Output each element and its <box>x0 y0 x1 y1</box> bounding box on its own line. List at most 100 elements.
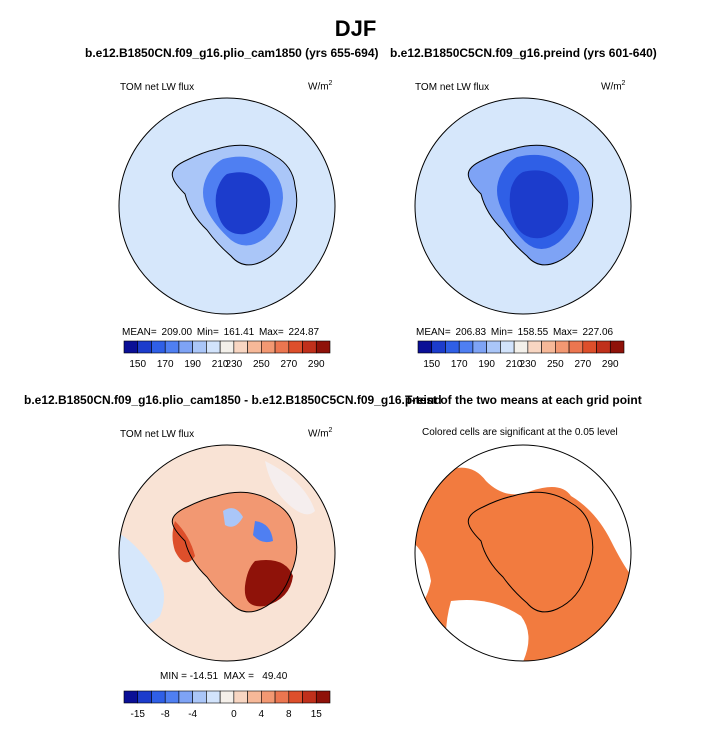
colorbar-tick-label: 270 <box>574 359 591 370</box>
map-boundary <box>414 97 632 315</box>
coastline <box>467 491 594 613</box>
coastline <box>171 491 298 613</box>
colorbar-tick-label: 290 <box>308 359 325 370</box>
colorbar-box <box>302 690 317 704</box>
colorbar-box <box>582 340 597 354</box>
colorbar-box <box>233 340 248 354</box>
plateau-min-flux <box>509 170 569 239</box>
warm-rim <box>119 98 135 104</box>
map-boundary <box>118 444 336 662</box>
colorbar-box <box>151 690 166 704</box>
panel-4-title: T-test of the two means at each grid poi… <box>405 393 642 407</box>
colorbar-box <box>206 340 221 354</box>
map-boundary <box>414 444 632 662</box>
coastline <box>171 144 298 266</box>
colorbar-tick-label: 150 <box>129 359 146 370</box>
panel-2-stats: MEAN= 206.83 Min= 158.55 Max= 227.06 <box>416 327 614 338</box>
colorbar-tick-label: 210 <box>506 359 523 370</box>
colorbar-tick-label: 170 <box>451 359 468 370</box>
colorbar-tick-label: -4 <box>188 709 197 720</box>
colorbar-tick-label: 270 <box>280 359 297 370</box>
positive-anomaly <box>172 521 195 563</box>
colorbar-box <box>315 690 331 704</box>
panel-2-title: b.e12.B1850C5CN.f09_g16.preind (yrs 601-… <box>390 46 657 60</box>
colorbar-box <box>274 340 290 354</box>
colorbar-box <box>288 690 303 704</box>
colorbar-box <box>192 690 207 704</box>
colorbar-box <box>609 340 625 354</box>
panel-4-subtitle: Colored cells are significant at the 0.0… <box>422 427 618 438</box>
colorbar-box <box>206 690 221 704</box>
colorbar-tick-label: 8 <box>286 709 292 720</box>
colorbar-box <box>302 340 317 354</box>
colorbar-tick-label: 250 <box>547 359 564 370</box>
colorbar-box <box>513 340 529 354</box>
colorbar-box <box>164 690 180 704</box>
coastline <box>467 144 594 266</box>
colorbar-box <box>417 340 433 354</box>
panel-1-units: W/m2 <box>308 80 333 93</box>
colorbar-box <box>500 340 515 354</box>
colorbar-box <box>555 340 570 354</box>
colorbar-tick-label: 230 <box>226 359 243 370</box>
colorbar-tick-label: 170 <box>157 359 174 370</box>
colorbar-box <box>123 690 139 704</box>
colorbar-box <box>274 690 290 704</box>
colorbar-box <box>315 340 331 354</box>
panel-3-stats: MIN = -14.51 MAX = 49.40 <box>160 671 288 682</box>
colorbar-tick-label: 250 <box>253 359 270 370</box>
panel-3-variable: TOM net LW flux <box>120 429 195 440</box>
antarctica-significant <box>468 492 593 612</box>
colorbar-box <box>568 340 584 354</box>
colorbar-tick-label: 190 <box>184 359 201 370</box>
colorbar-box <box>178 690 193 704</box>
colorbar-box <box>486 340 501 354</box>
colorbar-tick-label: 4 <box>259 709 265 720</box>
colorbar-box <box>431 340 446 354</box>
colorbar-tick-label: 0 <box>231 709 237 720</box>
map-boundary <box>118 97 336 315</box>
colorbar-box <box>596 340 611 354</box>
panel-3-title: b.e12.B1850CN.f09_g16.plio_cam1850 - b.e… <box>24 393 442 407</box>
negative-anomaly <box>223 508 243 527</box>
colorbar-box <box>261 690 276 704</box>
panel-4-map <box>414 444 632 662</box>
colorbar-tick-label: -8 <box>161 709 170 720</box>
figure-title: DJF <box>334 16 377 41</box>
colorbar-tick-label: -15 <box>131 709 146 720</box>
colorbar-tick-label: 210 <box>212 359 229 370</box>
colorbar-tick-label: 290 <box>602 359 619 370</box>
colorbar-box <box>151 340 166 354</box>
panel-3-units: W/m2 <box>308 427 333 440</box>
colorbar-tick-label: 230 <box>520 359 537 370</box>
colorbar-box <box>445 340 460 354</box>
colorbar-box <box>472 340 487 354</box>
colorbar-box <box>219 690 235 704</box>
colorbar-box <box>247 340 262 354</box>
colorbar-tick-label: 15 <box>311 709 323 720</box>
colorbar-box <box>137 690 152 704</box>
panel-1-stats: MEAN= 209.00 Min= 161.41 Max= 224.87 <box>122 327 320 338</box>
colorbar-box <box>541 340 556 354</box>
colorbar-box <box>192 340 207 354</box>
colorbar-box <box>233 690 248 704</box>
neutral-anomaly <box>265 461 315 515</box>
colorbar-box <box>288 340 303 354</box>
panel-2-variable: TOM net LW flux <box>415 82 490 93</box>
panel-1-title: b.e12.B1850CN.f09_g16.plio_cam1850 (yrs … <box>85 46 379 60</box>
negative-anomaly <box>253 521 273 543</box>
colorbar-box <box>137 340 152 354</box>
panel-1-variable: TOM net LW flux <box>120 82 195 93</box>
colorbar-box <box>527 340 542 354</box>
panel-3-colorbar: -15 -8 -4 0 4 8 15 <box>123 690 331 720</box>
colorbar-tick-label: 150 <box>423 359 440 370</box>
colorbar-box <box>261 340 276 354</box>
panel-2-units: W/m2 <box>601 80 626 93</box>
plateau-min-flux <box>215 172 271 235</box>
not-significant <box>601 616 631 661</box>
colorbar-box <box>458 340 474 354</box>
panel-1-map <box>118 97 336 315</box>
colorbar-box <box>219 340 235 354</box>
colorbar-box <box>247 690 262 704</box>
